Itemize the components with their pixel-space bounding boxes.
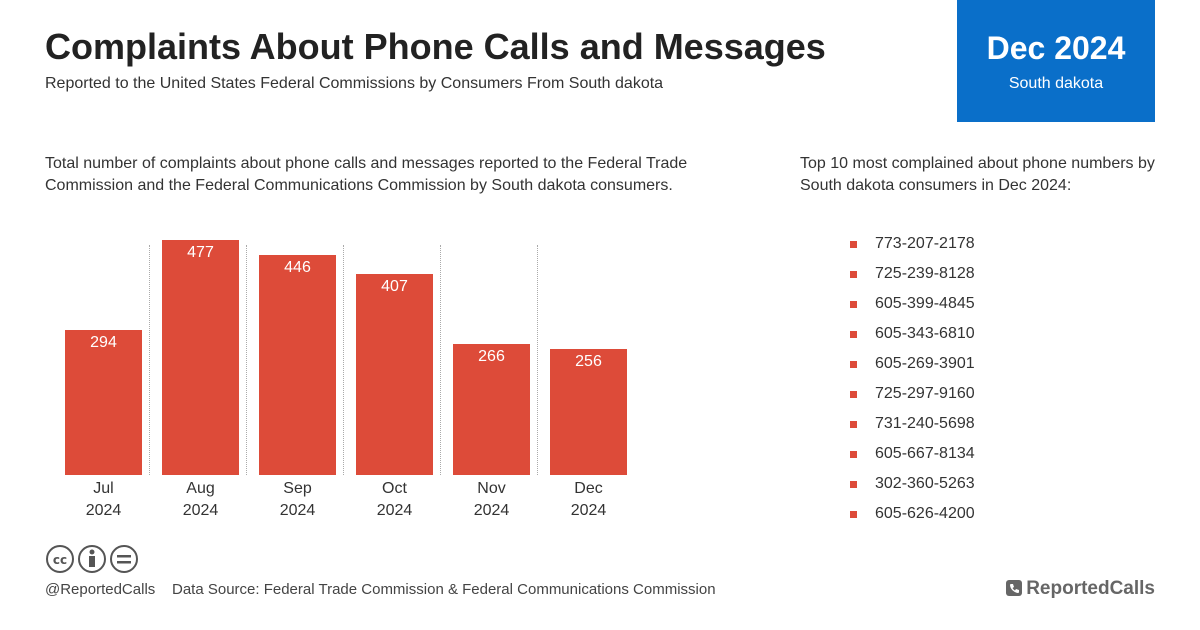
phone-number: 605-269-3901 <box>850 352 975 382</box>
value-label: 266 <box>478 347 505 365</box>
phone-number: 731-240-5698 <box>850 412 975 442</box>
footer-source: Data Source: Federal Trade Commission & … <box>172 581 716 598</box>
logo-icon <box>1006 580 1023 596</box>
title: Complaints About Phone Calls and Message… <box>45 26 826 67</box>
bar <box>550 348 627 475</box>
plot: Jul 2024 294 Aug 2024 477 Sep 2024 446 Oct 202… <box>55 240 637 525</box>
phone-number: 605-626-4200 <box>850 502 975 532</box>
x-tick-text: Dec 2024 <box>570 480 607 519</box>
value-label: 446 <box>284 259 311 277</box>
subtitle: Reported to the United States Federal Co… <box>45 75 664 92</box>
svg-text:cc: cc <box>53 553 67 567</box>
x-tick-text: Jul 2024 <box>85 480 122 519</box>
footer-handle: @ReportedCalls <box>45 581 156 598</box>
x-tick-label: Jul 2024 <box>55 478 152 522</box>
bar <box>259 255 336 475</box>
x-tick-label: Dec 2024 <box>540 478 637 522</box>
separator <box>246 245 247 475</box>
separator <box>149 245 150 475</box>
phone-number: 605-343-6810 <box>850 322 975 352</box>
phone-number: 725-239-8128 <box>850 262 975 292</box>
number-list: 773-207-2178 725-239-8128 605-399-4845 605-… <box>850 232 975 532</box>
value-label: 256 <box>575 352 602 370</box>
phone-number: 605-399-4845 <box>850 292 975 322</box>
badge: Dec 2024 South dakota <box>957 0 1155 122</box>
badge-period: Dec 2024 <box>986 30 1126 66</box>
x-tick-text: Aug 2024 <box>182 480 219 519</box>
bar <box>65 330 142 475</box>
separator <box>440 245 441 475</box>
bar <box>356 274 433 475</box>
x-tick-text: Oct 2024 <box>376 480 413 519</box>
bar <box>162 240 239 475</box>
footer-logo: ReportedCalls <box>1006 578 1155 600</box>
value-label: 477 <box>187 244 214 261</box>
separator <box>343 245 344 475</box>
x-tick-label: Nov 2024 <box>443 478 540 522</box>
x-tick-text: Sep 2024 <box>279 480 316 519</box>
separator <box>537 245 538 475</box>
phone-number: 725-297-9160 <box>850 382 975 412</box>
license-icons: cc <box>46 545 138 573</box>
x-tick-text: Nov 2024 <box>473 480 510 519</box>
logo-text: ReportedCalls <box>1026 578 1155 599</box>
x-tick-label: Oct 2024 <box>346 478 443 522</box>
phone-number: 773-207-2178 <box>850 232 975 262</box>
list-title: Top 10 most complained about phone numbe… <box>800 155 1155 194</box>
phone-number: 605-667-8134 <box>850 442 975 472</box>
value-label: 407 <box>381 278 408 296</box>
badge-region: South dakota <box>1008 75 1104 92</box>
bar <box>453 343 530 475</box>
chart-description: Total number of complaints about phone c… <box>45 155 688 194</box>
x-tick-label: Aug 2024 <box>152 478 249 522</box>
x-tick-label: Sep 2024 <box>249 478 346 522</box>
phone-number: 302-360-5263 <box>850 472 975 502</box>
value-label: 294 <box>90 334 117 352</box>
